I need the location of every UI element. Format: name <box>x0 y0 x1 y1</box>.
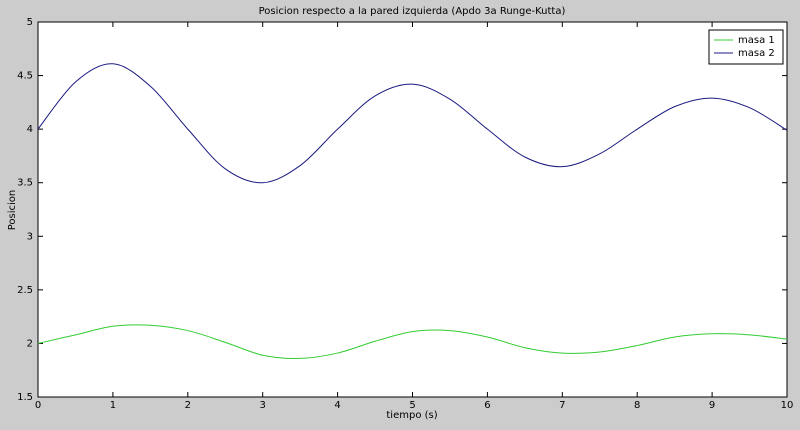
x-axis-label: tiempo (s) <box>386 410 437 421</box>
x-tick-label: 5 <box>409 400 415 411</box>
y-tick-label: 3.5 <box>17 178 33 189</box>
y-tick-label: 3 <box>27 231 33 242</box>
y-tick-label: 2 <box>27 338 33 349</box>
y-axis-label: Posicion <box>7 190 18 231</box>
legend-label: masa 1 <box>738 35 775 46</box>
chart-title: Posicion respecto a la pared izquierda (… <box>259 6 566 17</box>
x-tick-label: 4 <box>334 400 340 411</box>
plot-area <box>37 21 788 398</box>
x-tick-label: 7 <box>559 400 565 411</box>
x-tick-label: 9 <box>709 400 715 411</box>
series-line <box>37 63 788 184</box>
x-tick-label: 3 <box>260 400 266 411</box>
y-tick-label: 2.5 <box>17 285 33 296</box>
series-line <box>37 324 788 360</box>
x-tick-label: 2 <box>185 400 191 411</box>
x-tick-label: 8 <box>634 400 640 411</box>
y-tick-label: 4.5 <box>17 71 33 82</box>
x-tick-label: 0 <box>35 400 41 411</box>
y-tick-label: 1.5 <box>17 392 33 403</box>
x-tick-label: 10 <box>781 400 794 411</box>
y-tick-label: 5 <box>27 17 33 28</box>
y-tick-label: 4 <box>27 124 33 135</box>
x-tick-label: 1 <box>110 400 116 411</box>
x-tick-label: 6 <box>484 400 490 411</box>
legend-label: masa 2 <box>738 48 775 59</box>
legend-box <box>708 29 784 65</box>
